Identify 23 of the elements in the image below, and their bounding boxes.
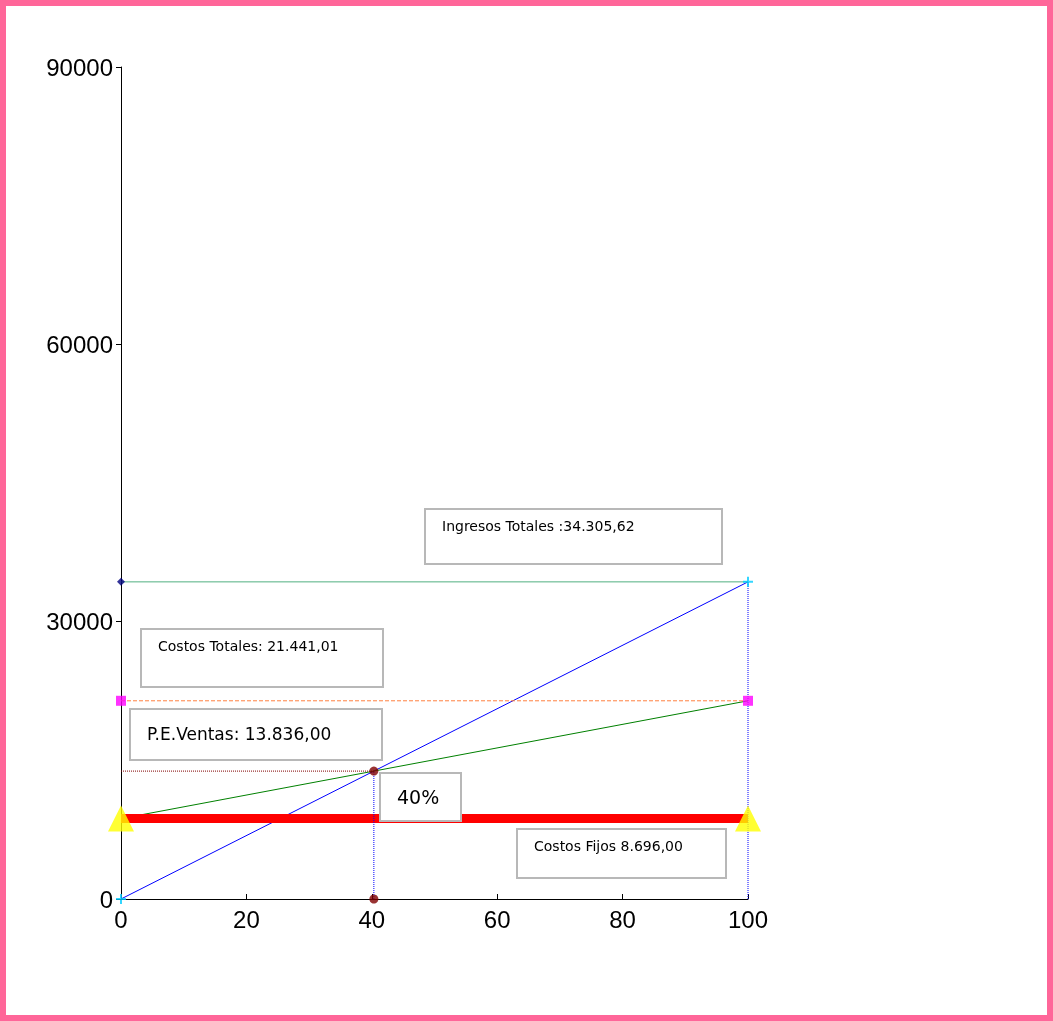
point [115,893,127,905]
y-tick-label: 90000 [46,53,113,81]
x-tick-label: 100 [727,905,769,933]
point [108,805,134,832]
annotation: P.E.Ventas: 13.836,00 [147,724,332,745]
annotation: Costos Totales: 21.441,01 [158,638,339,655]
point [743,695,753,706]
point [735,805,761,832]
point [117,577,125,586]
x-tick-label: 20 [233,905,260,933]
point [742,575,754,588]
point [369,894,379,904]
x-tick-label: 40 [358,905,386,933]
annotation: Ingresos Totales :34.305,62 [442,518,635,535]
annotation: 40% [397,785,440,809]
y-tick-label: 0 [99,885,113,913]
x-tick-label: 60 [483,905,511,933]
point [116,695,126,706]
annotation: Costos Fijos 8.696,00 [534,838,683,855]
point [369,766,379,776]
y-tick-label: 30000 [46,608,113,636]
y-tick-label: 60000 [46,330,113,358]
x-tick-label: 80 [609,905,636,933]
